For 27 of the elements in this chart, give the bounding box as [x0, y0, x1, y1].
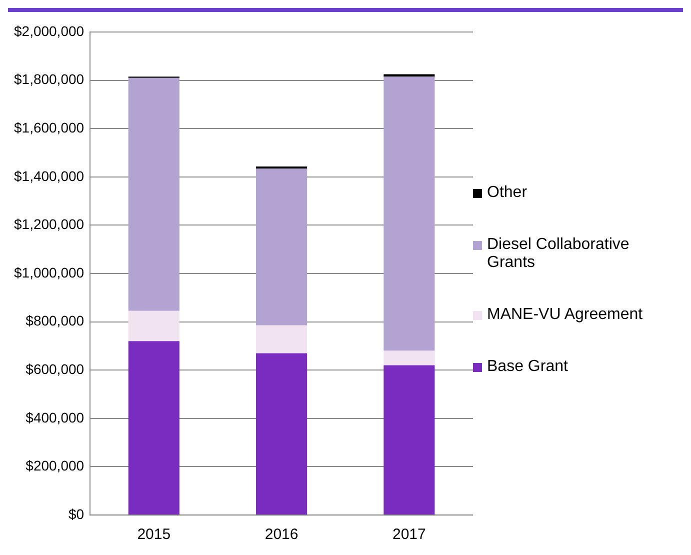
y-tick-label: $1,800,000 — [14, 71, 84, 88]
bar — [128, 310, 180, 342]
y-tick-label: $200,000 — [26, 458, 84, 474]
y-tick-label: $2,000,000 — [14, 22, 84, 39]
legend-label: Other — [487, 184, 528, 202]
legend-label: Diesel Collaborative Grants — [487, 236, 630, 272]
legend-label: Base Grant — [487, 358, 568, 376]
bar — [256, 353, 308, 514]
x-tick-label: 2016 — [264, 526, 298, 544]
bar — [384, 76, 435, 351]
y-tick-label: $1,000,000 — [14, 264, 84, 280]
bar — [256, 168, 308, 326]
y-tick-label: $1,200,000 — [14, 216, 84, 232]
bar — [128, 341, 180, 514]
bar — [384, 350, 435, 366]
bar — [256, 325, 308, 354]
legend-label: MANE-VU Agreement — [487, 306, 643, 324]
y-tick-label: $400,000 — [26, 409, 84, 426]
y-tick-label: $600,000 — [26, 360, 84, 377]
bar — [384, 365, 435, 514]
y-tick-label: $0 — [68, 506, 84, 522]
bar — [128, 78, 180, 311]
y-tick-label: $1,400,000 — [14, 168, 84, 184]
x-tick-label: 2015 — [137, 526, 171, 544]
y-tick-label: $1,600,000 — [14, 119, 84, 136]
y-tick-label: $800,000 — [26, 312, 84, 329]
x-tick-label: 2017 — [392, 526, 426, 544]
